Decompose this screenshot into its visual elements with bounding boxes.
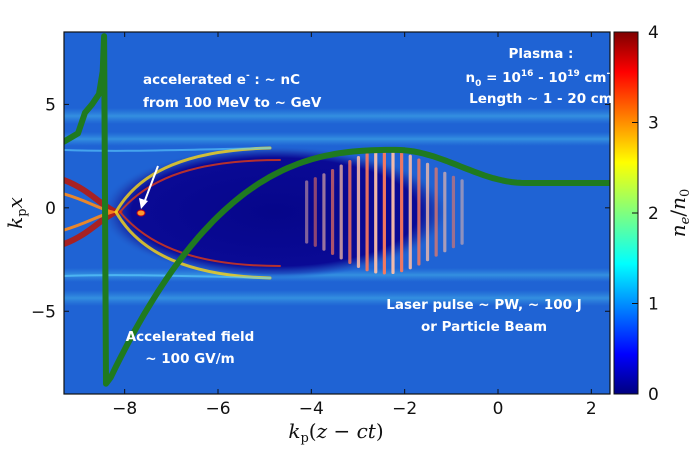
laser-stripe bbox=[382, 149, 386, 275]
laser-annotation-line2: or Particle Beam bbox=[421, 319, 547, 335]
laser-stripe bbox=[322, 173, 326, 251]
laser-stripe bbox=[348, 160, 352, 264]
plasma-annotation: Plasma : n0 = 1016 - 1019 cm-3 Length ~ … bbox=[465, 46, 616, 107]
y-tick-label: 5 bbox=[45, 95, 56, 115]
colorbar-tick-label: 3 bbox=[648, 114, 659, 134]
plasma-length: Length ~ 1 - 20 cm bbox=[469, 91, 613, 107]
laser-stripe bbox=[408, 154, 412, 270]
laser-annotation-line1: Laser pulse ~ PW, ~ 100 J bbox=[386, 297, 582, 313]
colorbar-tick-label: 2 bbox=[648, 204, 659, 224]
x-tick-label: −2 bbox=[392, 399, 417, 419]
x-tick-label: 2 bbox=[586, 399, 597, 419]
density-map bbox=[64, 32, 610, 394]
y-tick-label: −5 bbox=[31, 302, 56, 322]
laser-stripe bbox=[460, 179, 464, 245]
wake-ripples bbox=[64, 108, 610, 306]
x-tick-label: 0 bbox=[493, 399, 504, 419]
y-tick-label: 0 bbox=[45, 199, 56, 219]
laser-stripe bbox=[443, 171, 447, 253]
field-curve bbox=[64, 33, 610, 387]
colorbar-tick-label: 4 bbox=[648, 23, 659, 43]
laser-stripe bbox=[417, 158, 421, 266]
plasma-density: n0 = 1016 - 1019 cm-3 bbox=[465, 69, 616, 89]
field-annotation-line1: Accelerated field bbox=[126, 329, 255, 345]
sheath-crossing bbox=[64, 146, 281, 280]
colorbar: 0 1 2 3 4 ne/n0 bbox=[613, 23, 693, 405]
field-annotation: Accelerated field ~ 100 GV/m bbox=[126, 329, 255, 367]
laser-stripe bbox=[330, 169, 335, 255]
colorbar-label: ne/n0 bbox=[666, 189, 693, 238]
plasma-cavity bbox=[100, 146, 450, 278]
laser-stripe bbox=[400, 151, 404, 273]
laser-stripe bbox=[391, 149, 395, 275]
electron-annotation: accelerated e- : ~ nC from 100 MeV to ~ … bbox=[143, 71, 322, 111]
x-axis: −8 −6 −4 −2 0 2 bbox=[112, 32, 597, 419]
colorbar-tick-label: 1 bbox=[648, 295, 659, 315]
electron-annotation-line2: from 100 MeV to ~ GeV bbox=[143, 95, 322, 111]
laser-stripe bbox=[451, 175, 456, 249]
laser-stripe bbox=[425, 162, 430, 262]
laser-stripe bbox=[365, 152, 369, 272]
laser-stripe bbox=[434, 167, 438, 257]
y-axis-label: kpx bbox=[3, 197, 30, 229]
y-axis: 5 0 −5 bbox=[31, 95, 610, 322]
laser-annotation: Laser pulse ~ PW, ~ 100 J or Particle Be… bbox=[386, 297, 582, 335]
colorbar-ticks: 0 1 2 3 4 bbox=[632, 23, 659, 405]
colorbar-tick-label: 0 bbox=[648, 385, 659, 405]
x-tick-label: −4 bbox=[299, 399, 324, 419]
electron-bunch bbox=[136, 209, 146, 217]
laser-stripe bbox=[374, 150, 378, 274]
x-axis-label: kp(z − ct) bbox=[288, 419, 383, 446]
field-annotation-line2: ~ 100 GV/m bbox=[145, 351, 234, 367]
x-tick-label: −6 bbox=[205, 399, 230, 419]
laser-stripe bbox=[356, 156, 361, 268]
electron-annotation-line1: accelerated e- : ~ nC bbox=[143, 71, 300, 88]
laser-stripe bbox=[339, 164, 343, 260]
electron-arrow bbox=[139, 165, 159, 209]
laser-stripe bbox=[313, 177, 317, 247]
x-tick-label: −8 bbox=[112, 399, 137, 419]
plasma-title: Plasma : bbox=[509, 46, 574, 62]
laser-pulse bbox=[305, 149, 464, 275]
laser-stripe bbox=[305, 180, 309, 244]
plot-frame bbox=[63, 31, 611, 395]
